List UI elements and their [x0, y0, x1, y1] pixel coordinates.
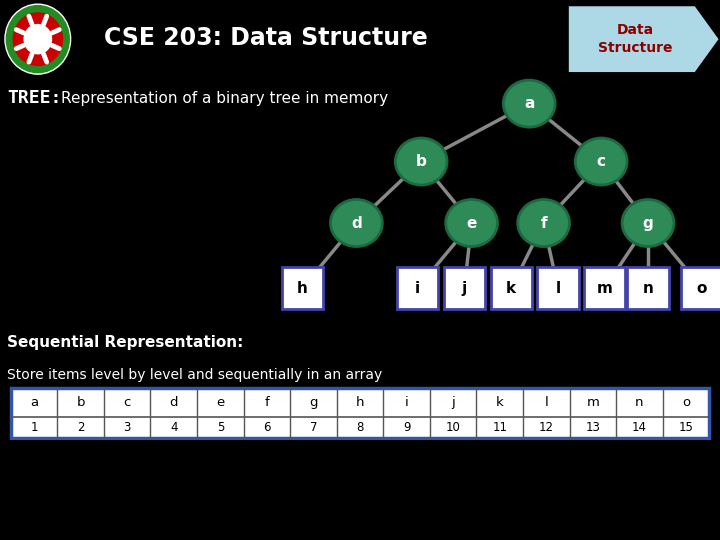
- Text: g: g: [643, 215, 653, 231]
- Text: CSE 203: Data Structure: CSE 203: Data Structure: [104, 25, 428, 50]
- Text: Store items level by level and sequentially in an array: Store items level by level and sequentia…: [7, 368, 382, 382]
- Text: Data
Structure: Data Structure: [598, 23, 672, 55]
- Bar: [11, 388, 709, 438]
- Text: k: k: [506, 281, 516, 295]
- Polygon shape: [569, 6, 719, 72]
- Text: 2: 2: [77, 421, 84, 434]
- Text: d: d: [169, 396, 178, 409]
- Bar: [628, 267, 669, 309]
- Text: j: j: [451, 396, 455, 409]
- Bar: [585, 267, 625, 309]
- Text: l: l: [555, 281, 561, 295]
- Text: m: m: [586, 396, 599, 409]
- Bar: [681, 267, 720, 309]
- Bar: [282, 267, 323, 309]
- Ellipse shape: [446, 199, 498, 247]
- Text: Representation of a binary tree in memory: Representation of a binary tree in memor…: [61, 91, 388, 106]
- Text: Sequential Representation:: Sequential Representation:: [7, 335, 243, 350]
- Bar: [537, 267, 579, 309]
- Ellipse shape: [518, 199, 570, 247]
- Ellipse shape: [503, 80, 555, 127]
- Text: b: b: [76, 396, 85, 409]
- Ellipse shape: [622, 199, 674, 247]
- Text: (b)   If a node N occupies TREE[K], then its left child is stored in TREE[2*K] a: (b) If a node N occupies TREE[K], then i…: [24, 488, 556, 516]
- Text: 4: 4: [170, 421, 178, 434]
- Text: i: i: [405, 396, 408, 409]
- Circle shape: [13, 13, 63, 65]
- Text: m: m: [597, 281, 613, 295]
- Text: l: l: [544, 396, 548, 409]
- Text: k: k: [496, 396, 503, 409]
- Text: d: d: [351, 215, 361, 231]
- Text: c: c: [124, 396, 131, 409]
- Ellipse shape: [395, 138, 447, 185]
- Text: (a)   The root R of T is stored in TREE[1].: (a) The root R of T is stored in TREE[1]…: [24, 457, 271, 470]
- Text: n: n: [635, 396, 644, 409]
- Text: i: i: [415, 281, 420, 295]
- Text: 10: 10: [446, 421, 461, 434]
- Text: 15: 15: [678, 421, 693, 434]
- Text: j: j: [462, 281, 467, 295]
- Text: g: g: [309, 396, 318, 409]
- Ellipse shape: [330, 199, 382, 247]
- Bar: [397, 267, 438, 309]
- Text: 9: 9: [402, 421, 410, 434]
- Text: e: e: [467, 215, 477, 231]
- Text: 1: 1: [30, 421, 38, 434]
- Text: 5: 5: [217, 421, 224, 434]
- Text: TREE:: TREE:: [7, 89, 62, 107]
- Text: h: h: [297, 281, 308, 295]
- Text: f: f: [540, 215, 547, 231]
- Text: a: a: [30, 396, 38, 409]
- Circle shape: [5, 4, 71, 74]
- Text: 7: 7: [310, 421, 318, 434]
- Text: 12: 12: [539, 421, 554, 434]
- Text: 11: 11: [492, 421, 507, 434]
- Text: 8: 8: [356, 421, 364, 434]
- Text: b: b: [415, 154, 427, 169]
- Text: f: f: [264, 396, 269, 409]
- Text: e: e: [216, 396, 225, 409]
- Bar: [491, 267, 531, 309]
- Text: 14: 14: [632, 421, 647, 434]
- Text: c: c: [597, 154, 606, 169]
- Text: o: o: [682, 396, 690, 409]
- Bar: [444, 267, 485, 309]
- Text: o: o: [697, 281, 707, 295]
- Text: a: a: [524, 96, 534, 111]
- Text: h: h: [356, 396, 364, 409]
- Circle shape: [24, 25, 52, 54]
- Text: n: n: [642, 281, 654, 295]
- Ellipse shape: [575, 138, 627, 185]
- Text: 6: 6: [263, 421, 271, 434]
- Text: 3: 3: [124, 421, 131, 434]
- Circle shape: [6, 5, 69, 73]
- Text: 13: 13: [585, 421, 600, 434]
